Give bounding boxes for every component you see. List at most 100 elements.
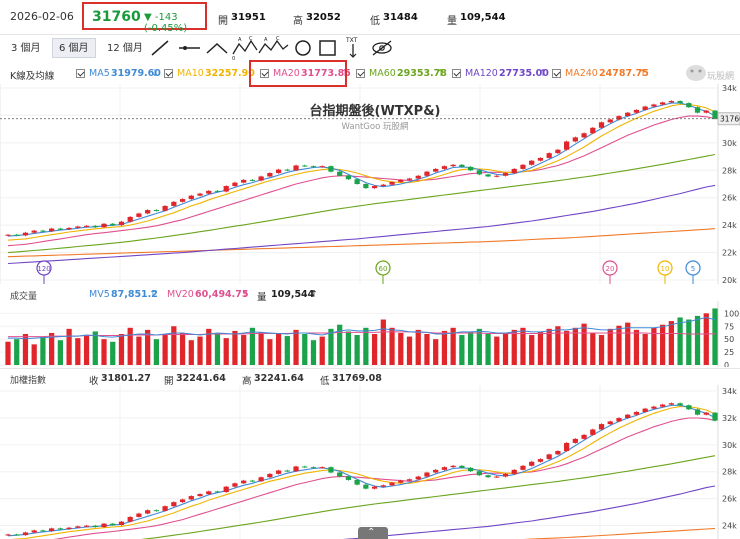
volume-bar <box>459 335 465 365</box>
index-candle-body <box>275 470 282 474</box>
volume-label: 量 <box>447 16 457 27</box>
candle-body <box>14 234 20 236</box>
index-tick-label: 30k <box>722 441 737 450</box>
candle-body <box>275 169 282 174</box>
index-candle-body <box>651 406 657 409</box>
abcd-pattern-tool-icon[interactable]: 0 A C <box>232 36 259 60</box>
candle-body <box>546 153 552 158</box>
ma60-label: MA60 <box>369 68 396 79</box>
volume-bar <box>337 324 343 365</box>
mv20-value: 60,494.75 <box>195 289 249 300</box>
volume-bar <box>607 328 613 365</box>
candle-body <box>625 112 631 117</box>
ma-period-marker[interactable] <box>685 260 701 276</box>
index-candle-body <box>232 483 238 487</box>
index-ma240-line <box>521 527 716 539</box>
price-tick-label: 20k <box>722 276 737 284</box>
candle-body <box>703 110 709 113</box>
index-chart[interactable]: 34k 32k 30k 28k 26k 24k <box>0 385 740 539</box>
volume-bar <box>433 339 439 365</box>
candle-body <box>75 226 81 228</box>
ma240-checkbox[interactable] <box>552 69 561 78</box>
line-tool-icon[interactable] <box>145 36 173 60</box>
index-candle-body <box>171 502 177 507</box>
tab-3-months[interactable]: 3 個月 <box>11 43 41 54</box>
volume-bar <box>197 336 203 365</box>
volume-bar <box>101 339 107 365</box>
ma60-line <box>7 153 716 254</box>
tab-6-months[interactable]: 6 個月 <box>52 38 96 58</box>
index-candle-body <box>206 491 212 495</box>
current-price-label: 31760 <box>720 115 740 124</box>
ma20-highlight-box <box>249 60 347 87</box>
index-candle-body <box>371 486 378 489</box>
volume-bar <box>153 339 160 365</box>
wave-tool-icon[interactable] <box>205 36 233 60</box>
horizontal-line-tool-icon[interactable] <box>175 36 203 60</box>
ma120-line <box>7 184 716 265</box>
collapse-panel-button[interactable]: ⌃ <box>358 527 388 539</box>
candle-body <box>406 178 413 180</box>
circle-tool-icon[interactable] <box>291 36 315 60</box>
index-candle-body <box>127 516 133 522</box>
rectangle-tool-icon[interactable] <box>317 36 341 60</box>
quote-date: 2026-02-06 <box>10 10 74 23</box>
ma-period-marker-label: 60 <box>379 265 388 273</box>
ma120-checkbox[interactable] <box>452 69 461 78</box>
mv5-label: MV5 <box>89 289 110 300</box>
index-candle-body <box>319 467 325 469</box>
volume-bar <box>171 326 177 365</box>
price-tick-label: 30k <box>722 139 737 148</box>
tab-12-months[interactable]: 12 個月 <box>107 43 143 54</box>
ma-period-marker[interactable] <box>657 260 673 276</box>
ma20-checkbox[interactable] <box>260 69 269 78</box>
volume-bar <box>241 335 247 365</box>
volume-bar <box>110 341 116 365</box>
volume-bar <box>206 328 212 365</box>
low-value: 31484 <box>383 12 418 23</box>
candle-body <box>581 133 587 138</box>
index-candle-body <box>494 476 500 478</box>
hide-icon[interactable] <box>369 36 395 60</box>
volume-chart[interactable]: 100 75 50 25 0 <box>0 301 740 367</box>
ma240-line <box>7 228 716 258</box>
mv5-arrow: ↑ <box>149 289 157 300</box>
volume-bar <box>598 335 605 365</box>
index-candle-body <box>598 424 605 430</box>
ma-period-marker[interactable] <box>375 260 391 276</box>
mv20-arrow: ↑ <box>241 289 249 300</box>
ma5-checkbox[interactable] <box>76 69 85 78</box>
index-candle-body <box>563 442 570 452</box>
ma-period-marker-label: 20 <box>606 265 615 273</box>
candle-body <box>162 205 168 211</box>
candle-body <box>415 175 421 179</box>
index-candle-body <box>101 523 107 528</box>
index-candle-body <box>293 466 299 472</box>
volume-bar <box>83 335 90 365</box>
index-candle-body <box>660 404 666 407</box>
index-candle-body <box>5 534 11 536</box>
index-candle-body <box>118 521 125 526</box>
index-candle-body <box>223 486 229 493</box>
candle-body <box>529 160 535 165</box>
ma-period-marker[interactable] <box>36 260 52 276</box>
text-tool-icon[interactable]: TXT <box>343 36 367 60</box>
index-candle-body <box>590 429 596 435</box>
candle-body <box>476 170 482 175</box>
volume-bar <box>546 328 552 365</box>
candle-body <box>40 230 46 232</box>
volume-bar <box>563 330 570 365</box>
volume-bar <box>345 331 352 365</box>
ma-period-marker[interactable] <box>602 260 618 276</box>
ma60-checkbox[interactable] <box>356 69 365 78</box>
candle-body <box>607 119 613 123</box>
ma10-checkbox[interactable] <box>164 69 173 78</box>
volume-bar <box>363 327 369 365</box>
volume-bar <box>310 340 317 365</box>
volume-bar <box>703 313 709 365</box>
candle-body <box>712 110 718 119</box>
quote-header: 2026-02-06 31760 ▼ -143 (-0.45%) 開 31951… <box>0 0 740 35</box>
price-chart[interactable]: 34k32k30k28k26k24k22k20k31760台指期盤後(WTXP&… <box>0 84 740 284</box>
